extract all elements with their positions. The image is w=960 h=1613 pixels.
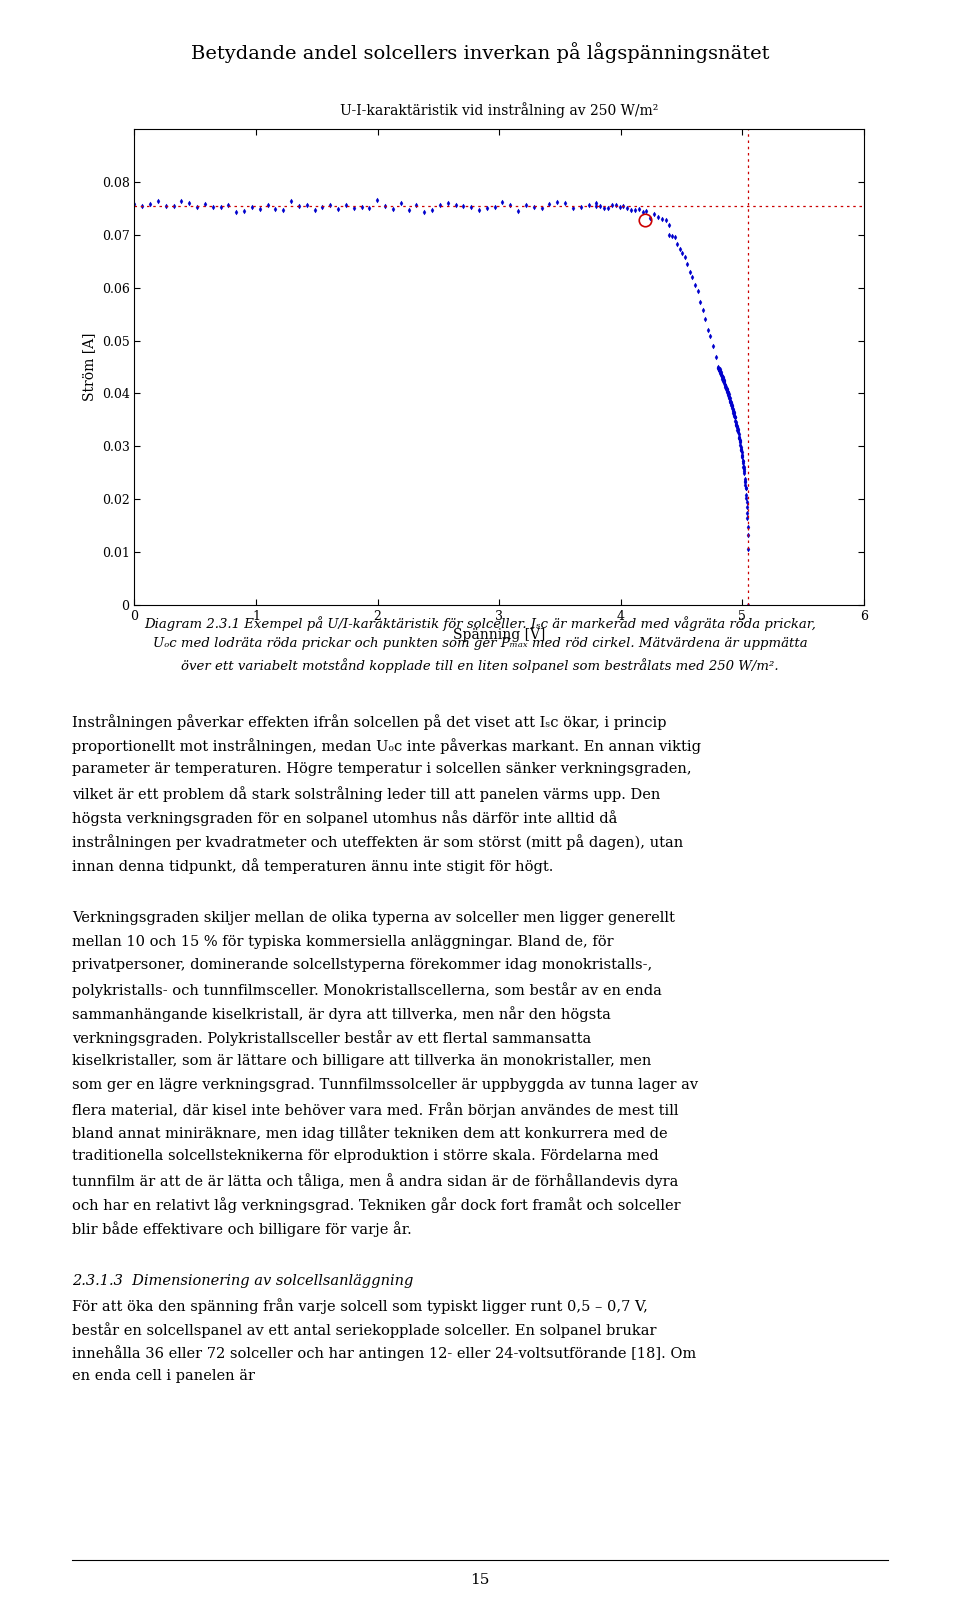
Text: kiselkristaller, som är lättare och billigare att tillverka än monokristaller, m: kiselkristaller, som är lättare och bill…	[72, 1053, 652, 1068]
Text: tunnfilm är att de är lätta och tåliga, men å andra sidan är de förhållandevis d: tunnfilm är att de är lätta och tåliga, …	[72, 1173, 679, 1189]
Text: Uₒc med lodräta röda prickar och punkten som ger Pₘₐₓ med röd cirkel. Mätvärdena: Uₒc med lodräta röda prickar och punkten…	[153, 637, 807, 650]
Text: Betydande andel solcellers inverkan på lågspänningsnätet: Betydande andel solcellers inverkan på l…	[191, 42, 769, 63]
Text: instrålningen per kvadratmeter och uteffekten är som störst (mitt på dagen), uta: instrålningen per kvadratmeter och uteff…	[72, 834, 684, 850]
Text: Diagram 2.3.1 Exempel på U/I-karaktäristik för solceller. Iₛc är markerad med vå: Diagram 2.3.1 Exempel på U/I-karaktärist…	[144, 616, 816, 631]
Text: och har en relativt låg verkningsgrad. Tekniken går dock fort framåt och solcell: och har en relativt låg verkningsgrad. T…	[72, 1197, 681, 1213]
Text: som ger en lägre verkningsgrad. Tunnfilmssolceller är uppbyggda av tunna lager a: som ger en lägre verkningsgrad. Tunnfilm…	[72, 1077, 698, 1092]
Text: bland annat miniräknare, men idag tillåter tekniken dem att konkurrera med de: bland annat miniräknare, men idag tillåt…	[72, 1126, 667, 1142]
Text: över ett variabelt motstånd kopplade till en liten solpanel som bestrålats med 2: över ett variabelt motstånd kopplade til…	[181, 658, 779, 673]
Text: vilket är ett problem då stark solstrålning leder till att panelen värms upp. De: vilket är ett problem då stark solstråln…	[72, 786, 660, 802]
Y-axis label: Ström [A]: Ström [A]	[83, 332, 96, 402]
Text: innan denna tidpunkt, då temperaturen ännu inte stigit för högt.: innan denna tidpunkt, då temperaturen än…	[72, 858, 553, 874]
Text: högsta verkningsgraden för en solpanel utomhus nås därför inte alltid då: högsta verkningsgraden för en solpanel u…	[72, 810, 617, 826]
Text: 15: 15	[470, 1573, 490, 1587]
Text: polykristalls- och tunnfilmsceller. Monokristallscellerna, som består av en enda: polykristalls- och tunnfilmsceller. Mono…	[72, 982, 661, 998]
Text: mellan 10 och 15 % för typiska kommersiella anläggningar. Bland de, för: mellan 10 och 15 % för typiska kommersie…	[72, 934, 613, 948]
Text: består en solcellspanel av ett antal seriekopplade solceller. En solpanel brukar: består en solcellspanel av ett antal ser…	[72, 1321, 657, 1337]
Text: innehålla 36 eller 72 solceller och har antingen 12- eller 24-voltsutförande [18: innehålla 36 eller 72 solceller och har …	[72, 1345, 696, 1361]
Text: 2.3.1.3  Dimensionering av solcellsanläggning: 2.3.1.3 Dimensionering av solcellsanlägg…	[72, 1274, 414, 1287]
Text: traditionella solcellsteknikerna för elproduktion i större skala. Fördelarna med: traditionella solcellsteknikerna för elp…	[72, 1150, 659, 1163]
Text: en enda cell i panelen är: en enda cell i panelen är	[72, 1369, 255, 1384]
Text: privatpersoner, dominerande solcellstyperna förekommer idag monokristalls-,: privatpersoner, dominerande solcellstype…	[72, 958, 652, 973]
Text: flera material, där kisel inte behöver vara med. Från början användes de mest ti: flera material, där kisel inte behöver v…	[72, 1102, 679, 1118]
Text: parameter är temperaturen. Högre temperatur i solcellen sänker verkningsgraden,: parameter är temperaturen. Högre tempera…	[72, 763, 691, 776]
Text: Verkningsgraden skiljer mellan de olika typerna av solceller men ligger generell: Verkningsgraden skiljer mellan de olika …	[72, 911, 675, 924]
Text: För att öka den spänning från varje solcell som typiskt ligger runt 0,5 – 0,7 V,: För att öka den spänning från varje solc…	[72, 1298, 648, 1313]
Text: proportionellt mot instrålningen, medan Uₒc inte påverkas markant. En annan vikt: proportionellt mot instrålningen, medan …	[72, 739, 701, 755]
Text: Instrålningen påverkar effekten ifrån solcellen på det viset att Iₛc ökar, i pri: Instrålningen påverkar effekten ifrån so…	[72, 715, 666, 731]
Text: verkningsgraden. Polykristallsceller består av ett flertal sammansatta: verkningsgraden. Polykristallsceller bes…	[72, 1031, 591, 1045]
Text: blir både effektivare och billigare för varje år.: blir både effektivare och billigare för …	[72, 1221, 412, 1237]
Text: sammanhängande kiselkristall, är dyra att tillverka, men når den högsta: sammanhängande kiselkristall, är dyra at…	[72, 1007, 611, 1023]
X-axis label: Spänning [V]: Spänning [V]	[453, 629, 545, 642]
Title: U-I-karaktäristik vid instrålning av 250 W/m²: U-I-karaktäristik vid instrålning av 250…	[340, 102, 659, 118]
